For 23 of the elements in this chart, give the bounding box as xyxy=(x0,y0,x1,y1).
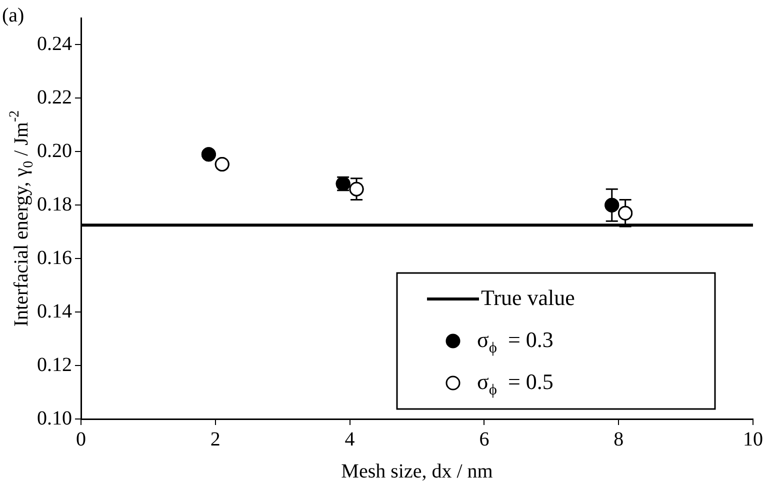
x-tick-label: 8 xyxy=(614,428,624,450)
x-tick-label: 2 xyxy=(210,428,220,450)
x-tick-label: 0 xyxy=(76,428,86,450)
point xyxy=(618,206,633,220)
x-axis-title: Mesh size, dx / nm xyxy=(341,460,494,482)
text: (a) xyxy=(2,4,24,26)
y-tick-label: 0.20 xyxy=(37,140,72,162)
point xyxy=(201,147,216,162)
point xyxy=(214,156,230,172)
y-tick-label: 0.14 xyxy=(37,300,72,322)
y-tick-label: 0.18 xyxy=(37,193,72,216)
point xyxy=(349,182,364,196)
x-tick-label: 6 xyxy=(479,428,490,450)
x-tick-label: 4 xyxy=(344,428,355,450)
y-tick-label: 0.12 xyxy=(37,354,72,376)
x-tick-label: 10 xyxy=(743,428,763,450)
y-tick-label: 0.22 xyxy=(37,86,72,108)
y-tick-label: 0.16 xyxy=(37,246,72,269)
point xyxy=(604,198,620,212)
legend-label: True value xyxy=(481,284,575,310)
y-axis-title: Interfacial energy, γ0 / Jm-2 xyxy=(8,110,37,327)
y-tick-label: 0.24 xyxy=(37,32,72,55)
y-tick-label: 0.10 xyxy=(37,407,72,430)
